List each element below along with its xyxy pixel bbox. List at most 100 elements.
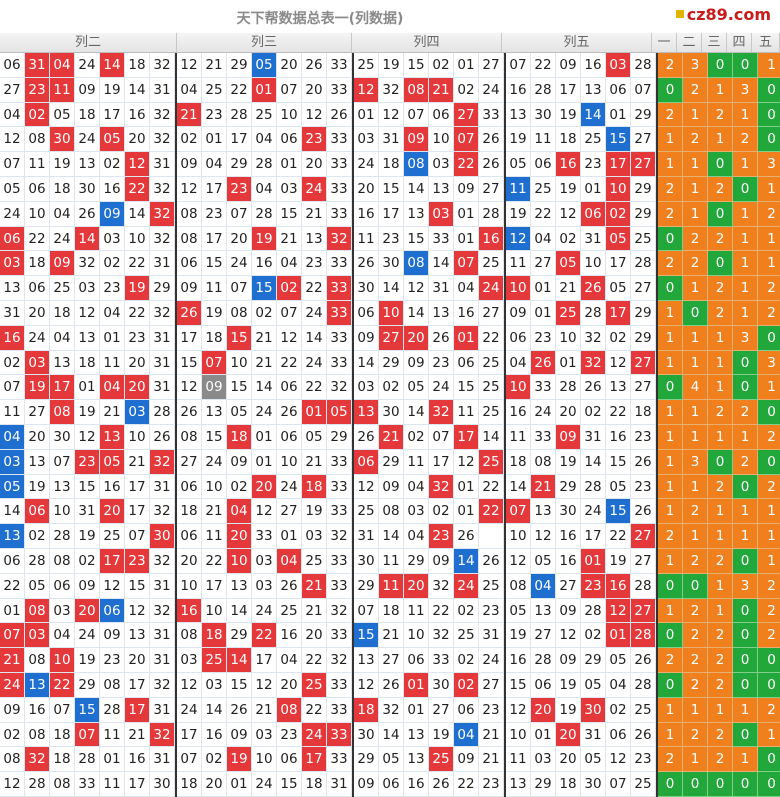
- number-cell: 08: [50, 548, 75, 574]
- number-cell: 22: [50, 672, 75, 698]
- number-cell: 17: [581, 524, 606, 549]
- number-cell: 10: [506, 524, 531, 549]
- number-cell: 10: [252, 747, 277, 773]
- number-cell: 28: [252, 201, 277, 227]
- number-cell: 22: [227, 77, 252, 103]
- number-cell: 16: [125, 747, 150, 773]
- number-cell: 32: [150, 127, 175, 153]
- number-cell: 06: [506, 325, 531, 351]
- number-cell: 32: [327, 226, 352, 252]
- number-cell: 03: [277, 176, 302, 202]
- stat-cell: 1: [683, 176, 708, 202]
- number-cell: 09: [429, 548, 454, 574]
- number-cell: 27: [531, 251, 556, 277]
- number-cell: 17: [202, 226, 227, 252]
- number-cell: 01: [0, 598, 25, 624]
- column-group-3: 09 11 07 15 02 22 33: [177, 276, 354, 301]
- number-cell: 13: [506, 772, 531, 797]
- number-cell: 08: [404, 152, 429, 177]
- table-row: 07 11 19 13 02 12 31 09 04 29 28 01 20 33 24 18 08 03 22 26…: [0, 152, 780, 177]
- number-cell: 06: [277, 747, 302, 773]
- watermark-text: cz89.com: [686, 4, 771, 24]
- number-cell: 27: [631, 598, 656, 624]
- number-cell: 12: [506, 697, 531, 723]
- number-cell: 17: [125, 499, 150, 525]
- stat-cell: 1: [758, 524, 780, 549]
- stat-cell: 0: [683, 573, 708, 599]
- column-group-2: 09 16 07 15 28 17 31: [0, 697, 177, 723]
- number-cell: 04: [202, 152, 227, 177]
- number-cell: 23: [227, 176, 252, 202]
- number-cell: 33: [429, 226, 454, 252]
- stat-cell: 0: [758, 102, 780, 128]
- number-cell: 24: [479, 77, 504, 103]
- number-cell: 13: [50, 474, 75, 500]
- column-group-3: 12 21 29 05 20 26 33: [177, 53, 354, 78]
- column-group-5: 11 03 20 05 12 23: [506, 747, 658, 773]
- number-cell: 03: [177, 648, 202, 673]
- number-cell: 33: [327, 176, 352, 202]
- column-group-2: 21 08 10 19 23 20 31: [0, 648, 177, 673]
- number-cell: 06: [0, 226, 25, 252]
- number-cell: 25: [302, 672, 327, 698]
- number-cell: 14: [454, 548, 479, 574]
- stat-cell: 2: [683, 251, 708, 277]
- number-cell: 01: [277, 152, 302, 177]
- column-group-5: 04 26 01 32 12 27: [506, 350, 658, 376]
- number-cell: 23: [302, 251, 327, 277]
- number-cell: 13: [100, 424, 125, 450]
- number-cell: 20: [75, 598, 100, 624]
- stat-cell: 2: [758, 598, 780, 624]
- number-cell: 28: [556, 375, 581, 401]
- number-cell: 09: [100, 201, 125, 227]
- column-group-3: 07 02 19 10 06 17 33: [177, 747, 354, 773]
- number-cell: 07: [277, 300, 302, 326]
- stat-header-3: 三: [702, 33, 727, 53]
- stat-cell: 0: [733, 53, 758, 78]
- number-cell: 24: [252, 598, 277, 624]
- number-cell: 09: [556, 53, 581, 78]
- number-cell: 32: [581, 350, 606, 376]
- number-cell: 27: [379, 325, 404, 351]
- number-cell: 30: [581, 772, 606, 797]
- number-cell: 05: [531, 548, 556, 574]
- column-group-4: 29 11 20 32 24 25: [354, 573, 506, 599]
- number-cell: 08: [177, 226, 202, 252]
- number-cell: 33: [327, 201, 352, 227]
- number-cell: 23: [479, 697, 504, 723]
- number-cell: 14: [429, 251, 454, 277]
- number-cell: 15: [354, 623, 379, 649]
- column-group-2: 16 24 04 13 01 23 31: [0, 325, 177, 351]
- number-cell: 06: [277, 127, 302, 153]
- column-group-4: 12 32 08 21 02 24: [354, 77, 506, 103]
- stat-cell: 1: [733, 499, 758, 525]
- number-cell: 29: [379, 449, 404, 475]
- number-cell: 23: [581, 152, 606, 177]
- number-cell: 25: [50, 276, 75, 301]
- number-cell: 07: [0, 152, 25, 177]
- number-cell: 21: [302, 201, 327, 227]
- number-cell: 06: [454, 697, 479, 723]
- number-cell: 17: [125, 772, 150, 797]
- number-cell: 20: [125, 375, 150, 401]
- number-cell: 20: [302, 623, 327, 649]
- number-cell: 07: [354, 598, 379, 624]
- number-cell: 19: [252, 226, 277, 252]
- number-cell: 16: [202, 722, 227, 748]
- number-cell: 32: [150, 548, 175, 574]
- number-cell: 24: [302, 350, 327, 376]
- number-cell: 04: [0, 424, 25, 450]
- number-cell: 17: [227, 127, 252, 153]
- number-cell: 06: [177, 251, 202, 277]
- number-cell: 13: [404, 722, 429, 748]
- number-cell: 33: [429, 648, 454, 673]
- number-cell: 21: [531, 474, 556, 500]
- number-cell: 24: [252, 400, 277, 425]
- table-row: 31 20 18 12 04 22 32 26 19 08 02 07 24 33 06 10 14 13 16 27…: [0, 300, 780, 326]
- stat-cell: 1: [708, 375, 733, 401]
- number-cell: 01: [454, 226, 479, 252]
- number-cell: 11: [100, 722, 125, 748]
- number-cell: 21: [302, 573, 327, 599]
